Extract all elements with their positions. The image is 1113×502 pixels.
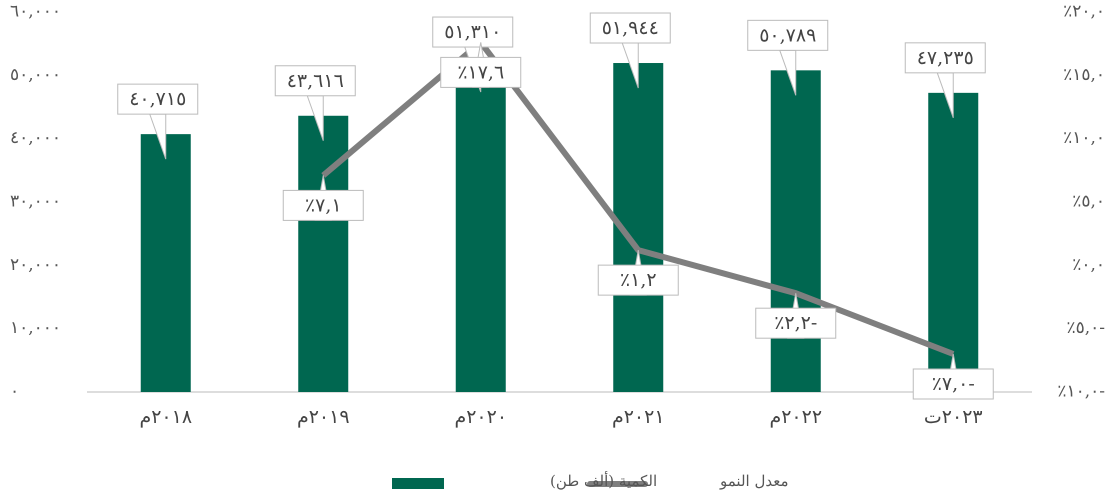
y2-tick-label: ٪٢٠,٠ xyxy=(1063,2,1105,22)
y-tick-label: ٣٠,٠٠٠ xyxy=(10,192,61,212)
x-tick-label: ٢٠٢٣ت xyxy=(924,406,983,428)
callout-box xyxy=(282,189,364,221)
callout-box xyxy=(440,56,522,88)
bar xyxy=(140,134,191,392)
bar-label: ٤٠,٧١٥ xyxy=(117,83,199,160)
legend-label: معدل النمو xyxy=(719,472,789,490)
data-label: ٤٧,٢٣٥ xyxy=(917,47,974,69)
bar xyxy=(455,67,506,392)
data-label: ٤٠,٧١٥ xyxy=(129,88,186,110)
callout-box xyxy=(597,264,679,296)
line-label: ٪٧,٠- xyxy=(912,353,994,400)
y2-tick-label: ٪١٠,٠- xyxy=(1057,382,1105,402)
y2-tick-label: ٪٥,٠- xyxy=(1066,318,1105,338)
line-label: ٪٢,٢- xyxy=(755,293,837,339)
x-tick-label: ٢٠٢٠م xyxy=(454,406,507,428)
callout-box xyxy=(589,12,671,44)
callout-box xyxy=(117,83,199,115)
callout-box xyxy=(432,16,514,48)
x-tick-label: ٢٠٢٢م xyxy=(769,406,822,428)
y-tick-label: ٢٠,٠٠٠ xyxy=(10,255,61,275)
line-label: ٪١,٢ xyxy=(597,250,679,296)
y2-tick-label: ٪١٠,٠ xyxy=(1063,128,1105,148)
y-tick-label: ٠ xyxy=(10,382,19,402)
callout-box xyxy=(912,368,994,400)
data-label: ٤٣,٦١٦ xyxy=(287,70,344,92)
data-label: ٪١,٢ xyxy=(620,269,657,291)
data-label: ٥١,٩٤٤ xyxy=(602,17,659,39)
x-tick-label: ٢٠٢١م xyxy=(612,406,665,428)
y2-tick-label: ٪٥,٠ xyxy=(1072,192,1105,212)
bar-label: ٤٣,٦١٦ xyxy=(274,65,356,141)
x-tick-label: ٢٠١٩م xyxy=(297,406,350,428)
bar-label: ٥١,٣١٠ xyxy=(432,16,514,93)
bar-label: ٤٧,٢٣٥ xyxy=(904,42,986,119)
bar-label: ٥١,٩٤٤ xyxy=(589,12,671,89)
y-tick-label: ٥٠,٠٠٠ xyxy=(10,65,61,85)
y2-tick-label: ٪١٥,٠ xyxy=(1063,65,1105,85)
y-tick-label: ٤٠,٠٠٠ xyxy=(10,128,61,148)
y-tick-label: ٦٠,٠٠٠ xyxy=(10,2,61,22)
data-label: ٪٧,١ xyxy=(305,194,342,216)
data-label: ٥١,٣١٠ xyxy=(444,21,501,43)
line-label: ٪١٧,٦ xyxy=(440,42,522,88)
bar-label: ٥٠,٧٨٩ xyxy=(747,19,829,96)
bar xyxy=(928,92,979,392)
y2-tick-label: ٪٠,٠ xyxy=(1072,255,1105,275)
data-label: ٪١٧,٦ xyxy=(457,61,504,83)
callout-box xyxy=(747,19,829,51)
data-label: ٥٠,٧٨٩ xyxy=(759,24,816,46)
legend-label: الكمية (ألف طن) xyxy=(550,471,657,490)
data-label: ٪٧,٠- xyxy=(932,373,975,395)
legend-swatch xyxy=(392,478,444,489)
bar xyxy=(770,70,821,392)
callout-box xyxy=(274,65,356,97)
x-tick-label: ٢٠١٨م xyxy=(139,406,192,428)
callout-box xyxy=(755,307,837,339)
line-label: ٪٧,١ xyxy=(282,175,364,221)
y-tick-label: ١٠,٠٠٠ xyxy=(10,318,61,338)
callout-box xyxy=(904,42,986,74)
data-label: ٪٢,٢- xyxy=(774,312,817,334)
